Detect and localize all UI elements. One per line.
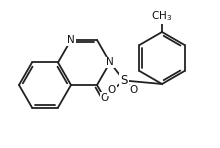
Text: O: O <box>130 86 138 95</box>
Text: O: O <box>100 93 109 103</box>
Text: N: N <box>106 57 114 67</box>
Text: CH$_3$: CH$_3$ <box>151 9 173 23</box>
Text: O: O <box>108 86 116 95</box>
Text: N: N <box>67 35 75 45</box>
Text: S: S <box>120 74 128 87</box>
